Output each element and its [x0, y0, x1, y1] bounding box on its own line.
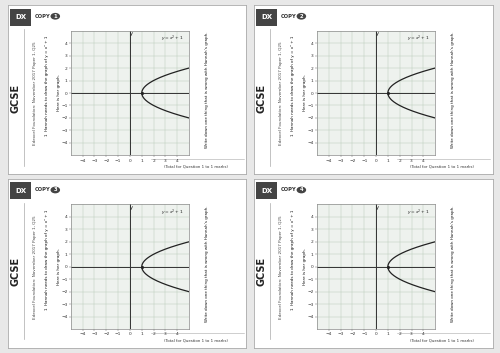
Text: y: y — [376, 205, 380, 210]
Text: y: y — [376, 31, 380, 36]
Text: (Total for Question 1 to 1 marks): (Total for Question 1 to 1 marks) — [410, 164, 474, 168]
Text: Write down one thing that is wrong with Hannah’s graph.: Write down one thing that is wrong with … — [451, 31, 455, 148]
Text: Write down one thing that is wrong with Hannah’s graph.: Write down one thing that is wrong with … — [205, 205, 209, 322]
Circle shape — [296, 13, 306, 20]
Text: y: y — [130, 205, 134, 210]
Text: 1: 1 — [54, 14, 57, 19]
Text: DX: DX — [261, 14, 272, 20]
Bar — [256, 9, 278, 25]
Text: Edexcel Foundation: November 2017 Paper 1, Q25: Edexcel Foundation: November 2017 Paper … — [33, 41, 37, 145]
Text: 2: 2 — [300, 14, 303, 19]
Text: (Total for Question 1 to 1 marks): (Total for Question 1 to 1 marks) — [410, 338, 474, 342]
Text: Edexcel Foundation: November 2017 Paper 1, Q25: Edexcel Foundation: November 2017 Paper … — [279, 41, 283, 145]
Text: $y = x^2 + 1$: $y = x^2 + 1$ — [161, 208, 184, 218]
Text: $y = x^2 + 1$: $y = x^2 + 1$ — [408, 34, 430, 44]
Text: Edexcel Foundation: November 2017 Paper 1, Q25: Edexcel Foundation: November 2017 Paper … — [279, 215, 283, 318]
Bar — [10, 183, 32, 199]
Text: Here is her graph.: Here is her graph. — [303, 74, 307, 112]
Circle shape — [50, 13, 60, 20]
Text: 1  Hannah needs to draw the graph of y = x² + 1: 1 Hannah needs to draw the graph of y = … — [291, 210, 295, 310]
Text: GCSE: GCSE — [257, 257, 267, 286]
Circle shape — [296, 187, 306, 193]
Text: Write down one thing that is wrong with Hannah’s graph.: Write down one thing that is wrong with … — [451, 205, 455, 322]
Text: 3: 3 — [54, 187, 57, 192]
Circle shape — [50, 187, 60, 193]
Text: COPY: COPY — [35, 187, 50, 192]
Bar — [10, 9, 32, 25]
Text: COPY: COPY — [281, 187, 297, 192]
Text: Here is her graph.: Here is her graph. — [57, 248, 61, 285]
Text: COPY: COPY — [281, 14, 297, 19]
Text: $y = x^2 + 1$: $y = x^2 + 1$ — [408, 208, 430, 218]
Text: DX: DX — [261, 187, 272, 193]
Text: COPY: COPY — [35, 14, 50, 19]
Bar — [256, 183, 278, 199]
Text: Write down one thing that is wrong with Hannah’s graph.: Write down one thing that is wrong with … — [205, 31, 209, 148]
Text: (Total for Question 1 to 1 marks): (Total for Question 1 to 1 marks) — [164, 164, 228, 168]
Text: DX: DX — [15, 187, 26, 193]
Text: GCSE: GCSE — [11, 257, 21, 286]
Text: Here is her graph.: Here is her graph. — [57, 74, 61, 112]
Text: (Total for Question 1 to 1 marks): (Total for Question 1 to 1 marks) — [164, 338, 228, 342]
Text: 1  Hannah needs to draw the graph of y = x² + 1: 1 Hannah needs to draw the graph of y = … — [45, 36, 49, 137]
Text: GCSE: GCSE — [11, 84, 21, 113]
Text: 1  Hannah needs to draw the graph of y = x² + 1: 1 Hannah needs to draw the graph of y = … — [291, 36, 295, 137]
Text: $y = x^2 + 1$: $y = x^2 + 1$ — [161, 34, 184, 44]
Text: Edexcel Foundation: November 2017 Paper 1, Q25: Edexcel Foundation: November 2017 Paper … — [33, 215, 37, 318]
Text: 1  Hannah needs to draw the graph of y = x² + 1: 1 Hannah needs to draw the graph of y = … — [45, 210, 49, 310]
Text: 4: 4 — [300, 187, 303, 192]
Text: Here is her graph.: Here is her graph. — [303, 248, 307, 285]
Text: GCSE: GCSE — [257, 84, 267, 113]
Text: y: y — [130, 31, 134, 36]
Text: DX: DX — [15, 14, 26, 20]
